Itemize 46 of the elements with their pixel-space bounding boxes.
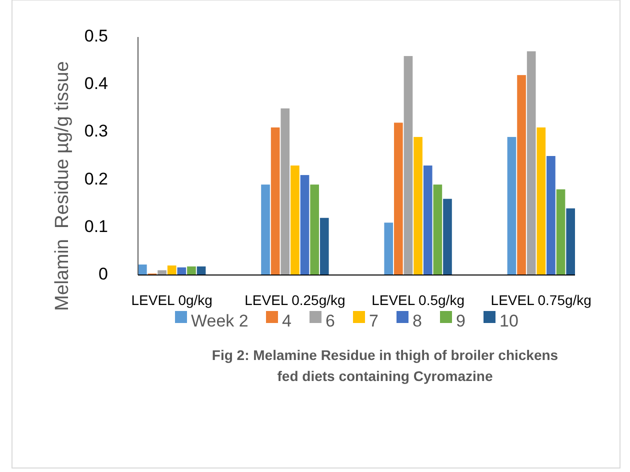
y-tick-label: 0.4	[84, 74, 108, 94]
x-tick-label: LEVEL 0.25g/kg	[244, 292, 346, 308]
bar	[158, 270, 166, 275]
x-tick-label: LEVEL 0g/kg	[131, 292, 212, 308]
y-tick-label: 0.1	[84, 216, 108, 236]
bar	[566, 208, 575, 275]
bar	[177, 267, 186, 275]
y-tick-label: 0.3	[84, 122, 108, 141]
bar	[167, 265, 176, 275]
bar	[384, 222, 394, 275]
bar	[517, 75, 526, 275]
bar	[394, 122, 403, 275]
bar	[414, 136, 422, 275]
bar	[556, 189, 566, 275]
bar	[320, 218, 329, 275]
bar	[280, 108, 290, 275]
legend-label: 9	[456, 311, 466, 330]
y-tick-label: 0	[98, 264, 108, 284]
legend-label: 4	[282, 311, 292, 330]
x-tick-label: LEVEL 0.75g/kg	[490, 292, 592, 308]
legend-label: 8	[412, 311, 422, 330]
legend-label: 6	[326, 311, 335, 330]
bar	[404, 56, 413, 275]
caption: Fig 2: Melamine Residue in thigh of broiler chickens fed diets containing Cyromazine	[212, 347, 558, 384]
bar	[546, 156, 556, 275]
y-axis-title: Melamin Residue µg/g tissue	[52, 61, 73, 311]
bar	[310, 184, 319, 275]
bar	[536, 127, 546, 275]
bar	[433, 184, 442, 275]
bar	[196, 266, 206, 275]
bar	[423, 166, 432, 275]
y-tick-label: 0.2	[84, 169, 108, 188]
bar	[300, 175, 310, 275]
legend-label: Week 2	[191, 311, 248, 330]
bar	[507, 136, 516, 275]
bar	[138, 264, 147, 275]
legend-label: 7	[369, 311, 378, 330]
x-tick-label: LEVEL 0.5g/kg	[372, 292, 464, 308]
bar	[187, 266, 196, 275]
bar	[290, 166, 300, 275]
bar	[526, 51, 536, 275]
bar	[270, 127, 280, 275]
y-tick-label: 0.5	[84, 26, 108, 46]
bar	[443, 198, 452, 275]
bar	[261, 184, 270, 275]
legend-label: 10	[500, 311, 518, 330]
